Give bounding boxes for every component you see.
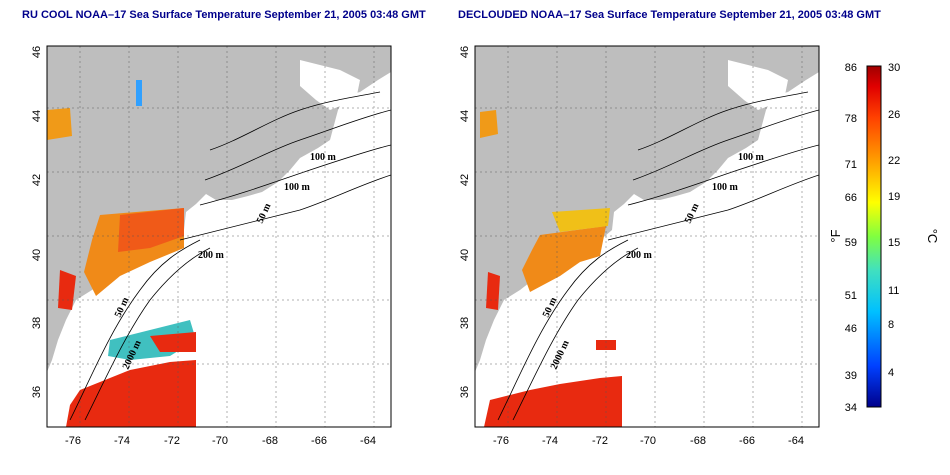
c-tick-4: 4 [888, 367, 894, 379]
lat-tick-38: 38 [31, 317, 43, 329]
f-tick-86: 86 [845, 62, 857, 74]
lat-tick-44: 44 [31, 110, 43, 122]
f-tick-51: 51 [845, 290, 857, 302]
contour-label-200m: 200 m [626, 250, 653, 261]
c-tick-15: 15 [888, 237, 900, 249]
bathymetry-contours [69, 91, 391, 421]
contour-label-100m-b: 100 m [712, 182, 739, 193]
left-lat-ticks: 46 44 42 40 38 36 [31, 46, 43, 398]
f-tick-39: 39 [845, 370, 857, 382]
lon-tick-76: -76 [493, 435, 509, 447]
sst-patch-north [480, 110, 498, 138]
lon-tick-64: -64 [788, 435, 804, 447]
c-tick-19: 19 [888, 191, 900, 203]
c-tick-26: 26 [888, 109, 900, 121]
sst-patch-north [47, 108, 72, 140]
sst-patch-coastal [58, 270, 76, 310]
lon-tick-70: -70 [212, 435, 228, 447]
celsius-ticks: 30 26 22 19 15 11 8 4 [888, 62, 900, 379]
right-map-title: DECLOUDED NOAA–17 Sea Surface Temperatur… [458, 9, 881, 21]
contour-label-200m: 200 m [198, 250, 225, 261]
left-lon-ticks: -76 -74 -72 -70 -68 -66 -64 [65, 435, 376, 447]
f-tick-66: 66 [845, 192, 857, 204]
c-tick-30: 30 [888, 62, 900, 74]
sst-patch-cold [136, 80, 142, 106]
sst-patch-red [150, 332, 196, 352]
celsius-unit-label: °C [925, 229, 940, 244]
temperature-colorbar: 86 78 71 66 59 51 46 39 34 30 26 22 19 1… [828, 62, 940, 414]
contour-label-100m-a: 100 m [738, 152, 765, 163]
c-tick-22: 22 [888, 155, 900, 167]
lon-tick-70: -70 [640, 435, 656, 447]
fahrenheit-unit-label: °F [828, 229, 843, 242]
lon-tick-68: -68 [262, 435, 278, 447]
lon-tick-74: -74 [542, 435, 558, 447]
lon-tick-72: -72 [164, 435, 180, 447]
bathymetry-contours [497, 91, 819, 421]
f-tick-34: 34 [845, 402, 857, 414]
fahrenheit-ticks: 86 78 71 66 59 51 46 39 34 [845, 62, 857, 414]
lon-tick-66: -66 [739, 435, 755, 447]
lon-tick-64: -64 [360, 435, 376, 447]
f-tick-46: 46 [845, 323, 857, 335]
c-tick-11: 11 [888, 285, 899, 297]
lat-tick-42: 42 [31, 174, 43, 186]
left-map-title: RU COOL NOAA–17 Sea Surface Temperature … [22, 9, 426, 21]
land-mass [47, 46, 391, 372]
lat-tick-46: 46 [459, 46, 471, 58]
lon-tick-66: -66 [311, 435, 327, 447]
f-tick-78: 78 [845, 113, 857, 125]
lon-tick-76: -76 [65, 435, 81, 447]
lat-tick-42: 42 [459, 174, 471, 186]
contour-label-100m-b: 100 m [284, 182, 311, 193]
contour-label-100m-a: 100 m [310, 152, 337, 163]
lat-tick-36: 36 [31, 386, 43, 398]
lon-tick-74: -74 [114, 435, 130, 447]
sst-patch-red-small [596, 340, 616, 350]
lat-tick-38: 38 [459, 317, 471, 329]
lon-tick-68: -68 [690, 435, 706, 447]
sst-patch-red-warm [118, 208, 184, 252]
right-lon-ticks: -76 -74 -72 -70 -68 -66 -64 [493, 435, 804, 447]
right-map-panel: 100 m 100 m 50 m 200 m 50 m 2000 m 46 44… [459, 45, 820, 447]
lon-tick-72: -72 [592, 435, 608, 447]
sst-patch-coastal [486, 272, 500, 310]
lat-tick-40: 40 [31, 249, 43, 261]
right-lat-ticks: 46 44 42 40 38 36 [459, 46, 471, 398]
sst-patch-orange [522, 226, 606, 292]
lat-tick-46: 46 [31, 46, 43, 58]
sst-patch-gulfstream [484, 376, 622, 427]
sst-patch-gulfstream [66, 360, 196, 427]
c-tick-8: 8 [888, 319, 894, 331]
sst-patch-yellow [552, 208, 610, 232]
left-map-panel: 100 m 100 m 50 m 200 m 50 m 2000 m 46 44… [31, 45, 392, 447]
f-tick-59: 59 [845, 237, 857, 249]
gulf-of-st-lawrence [300, 60, 360, 110]
f-tick-71: 71 [845, 159, 857, 171]
lat-tick-36: 36 [459, 386, 471, 398]
lat-tick-44: 44 [459, 110, 471, 122]
gulf-of-st-lawrence [728, 60, 788, 110]
land-mass [475, 46, 819, 372]
lat-tick-40: 40 [459, 249, 471, 261]
